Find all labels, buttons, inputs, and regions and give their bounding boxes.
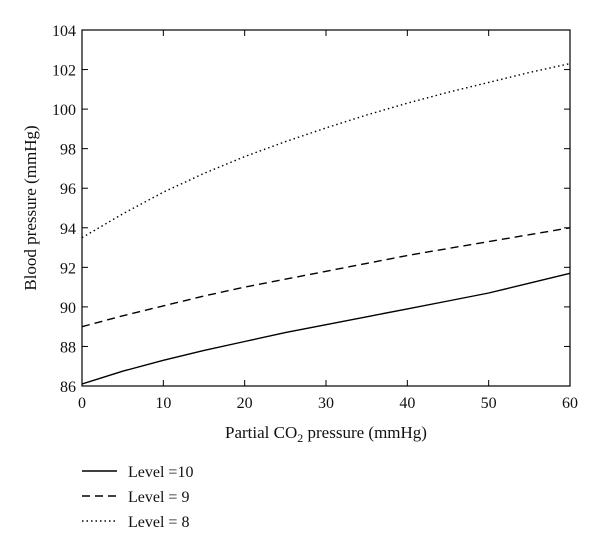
series-line-2 [81,227,571,328]
series-lines [81,62,571,385]
y-tick-label: 86 [60,379,76,396]
legend-label-2: Level = 9 [128,489,189,506]
x-tick-label: 20 [237,395,253,412]
y-tick-label: 88 [60,339,76,356]
legend: Level =10 Level = 9 Level = 8 [82,464,193,531]
y-tick-label: 100 [52,102,76,119]
y-tick-label: 94 [60,221,76,238]
x-axis-label: Partial CO2 pressure (mmHg) [225,423,427,445]
x-axis-label-rest: pressure (mmHg) [303,423,427,442]
series-line-3 [81,62,571,239]
x-tick-label: 30 [318,395,334,412]
x-tick-label: 0 [78,395,86,412]
legend-label-1: Level =10 [128,464,193,481]
x-tick-label: 60 [562,395,578,412]
ticks-group [81,29,571,387]
x-tick-labels: 0 10 20 30 40 50 60 [78,395,578,412]
series-line-1 [81,272,571,385]
legend-label-3: Level = 8 [128,514,189,531]
y-tick-label: 104 [52,23,76,40]
x-tick-label: 10 [155,395,171,412]
y-tick-label: 92 [60,260,76,277]
y-tick-label: 102 [52,63,76,80]
y-tick-label: 98 [60,142,76,159]
y-axis-label: Blood pressure (mmHg) [21,125,40,290]
x-tick-label: 40 [399,395,415,412]
y-tick-labels: 86 88 90 92 94 96 98 100 102 104 [52,23,76,396]
plot-area [81,29,571,387]
y-tick-label: 90 [60,300,76,317]
x-axis-label-sub: 2 [297,431,303,445]
x-axis-label-main: Partial CO [225,423,297,442]
y-tick-label: 96 [60,181,76,198]
x-tick-label: 50 [481,395,497,412]
